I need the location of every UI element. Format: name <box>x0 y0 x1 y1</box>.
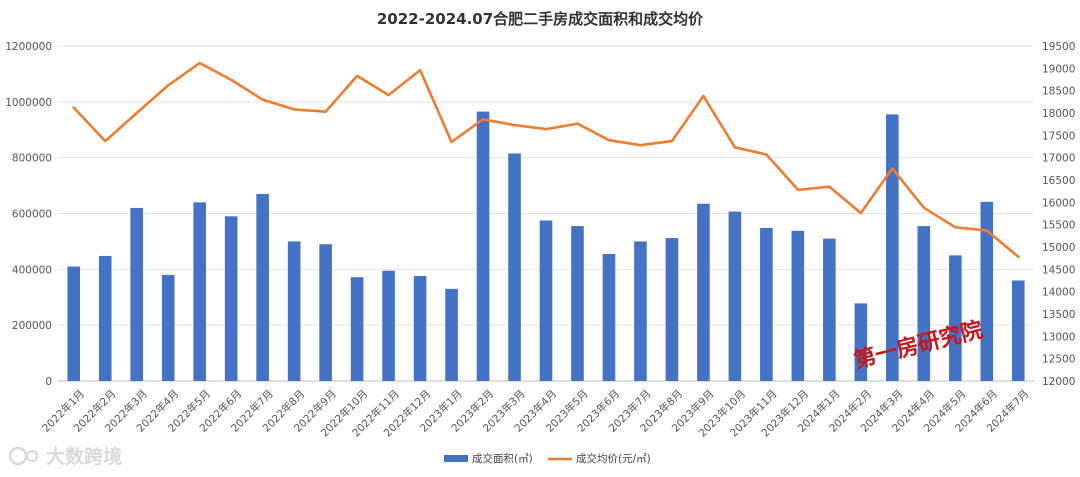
y-right-tick-label: 13000 <box>1042 331 1075 343</box>
y-right-tick-label: 18500 <box>1042 86 1075 98</box>
y-right-tick-label: 19500 <box>1042 41 1075 53</box>
bar <box>476 111 490 382</box>
chart-title: 2022-2024.07合肥二手房成交面积和成交均价 <box>377 10 704 28</box>
bar <box>728 211 742 381</box>
bar <box>917 226 931 381</box>
y-right-tick-label: 16000 <box>1042 197 1075 209</box>
y-left-tick-label: 600000 <box>12 209 52 221</box>
y-left-tick-label: 800000 <box>12 153 52 165</box>
bar <box>161 274 175 381</box>
y-left-tick-label: 400000 <box>12 264 52 276</box>
bar <box>193 202 206 381</box>
bar <box>287 241 301 381</box>
bar <box>256 193 269 381</box>
bar <box>854 303 868 381</box>
bar <box>67 266 81 381</box>
y-right-tick-label: 15000 <box>1042 242 1075 254</box>
bar <box>1011 280 1025 381</box>
y-right-tick-label: 14500 <box>1042 264 1075 276</box>
bar <box>382 270 395 381</box>
bar <box>697 203 710 381</box>
bar <box>508 153 521 381</box>
bar <box>413 276 427 381</box>
bar <box>602 253 616 381</box>
bar <box>665 238 679 381</box>
bar <box>98 255 112 381</box>
bar <box>445 288 458 381</box>
bar <box>948 255 962 381</box>
y-right-tick-label: 14000 <box>1042 287 1075 299</box>
bar <box>980 201 994 381</box>
legend: 成交面积(㎡) 成交均价(元/㎡) <box>444 452 651 465</box>
y-right-tick-label: 17500 <box>1042 130 1075 142</box>
x-axis: 2022年1月2022年2月2022年3月2022年4月2022年5月2022年… <box>39 387 1031 439</box>
logo-icon-dot <box>26 450 38 462</box>
bar <box>823 238 836 381</box>
bar <box>319 244 332 381</box>
y-axis-right: 12000 12500 13000 13500 14000 14500 15000 15500… <box>1042 41 1075 388</box>
bar-series-area <box>67 111 1025 382</box>
y-left-tick-label: 1000000 <box>5 97 52 109</box>
y-axis-left: 0 200000 400000 600000 800000 1000000 1200000 <box>5 41 52 388</box>
y-left-tick-label: 0 <box>45 376 52 388</box>
y-right-tick-label: 13500 <box>1042 309 1075 321</box>
bar <box>791 230 805 381</box>
price-line <box>72 61 1020 259</box>
y-left-tick-label: 200000 <box>12 320 52 332</box>
logo-watermark: 大数跨境 <box>8 445 122 468</box>
bar <box>224 216 238 381</box>
bar <box>571 226 584 381</box>
bar <box>130 207 144 381</box>
y-right-tick-label: 15500 <box>1042 220 1075 232</box>
bar <box>350 277 364 381</box>
y-right-tick-label: 17000 <box>1042 153 1075 165</box>
y-left-tick-label: 1200000 <box>5 41 52 53</box>
legend-swatch-area <box>444 455 468 462</box>
y-right-tick-label: 12000 <box>1042 376 1075 388</box>
y-right-tick-label: 12500 <box>1042 354 1075 366</box>
y-right-tick-label: 19000 <box>1042 63 1075 75</box>
logo-icon <box>8 446 28 466</box>
bar <box>886 114 899 381</box>
legend-label-area: 成交面积(㎡) <box>472 452 533 465</box>
bar <box>760 228 773 381</box>
bar <box>634 241 647 381</box>
line-series-price <box>72 61 1020 259</box>
legend-label-price: 成交均价(元/㎡) <box>576 452 651 465</box>
y-right-tick-label: 16500 <box>1042 175 1075 187</box>
logo-text: 大数跨境 <box>46 445 122 468</box>
y-right-tick-label: 18000 <box>1042 108 1075 120</box>
bar <box>539 220 553 381</box>
